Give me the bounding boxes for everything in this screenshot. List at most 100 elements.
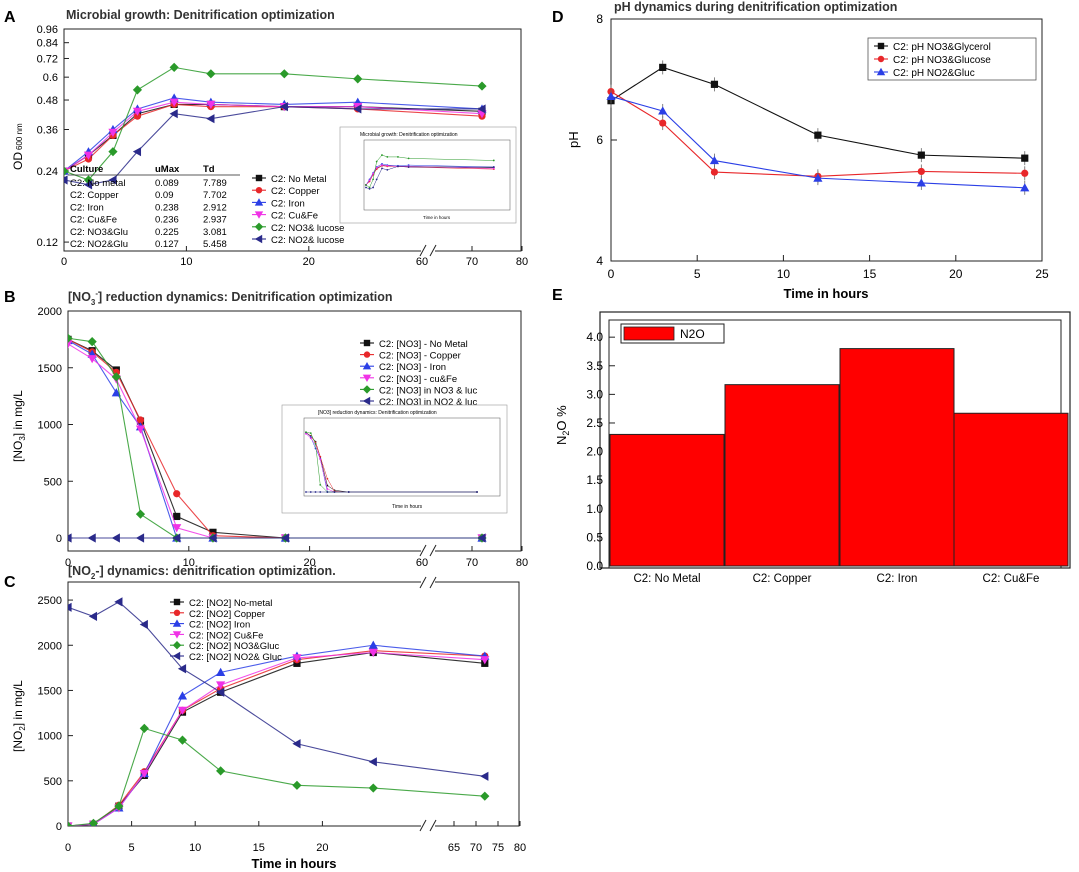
data-point xyxy=(68,340,73,349)
panel-letter: C xyxy=(4,574,16,591)
y-tick-label: 3.5 xyxy=(586,359,603,373)
inset-point xyxy=(372,172,374,175)
inset-point xyxy=(305,491,307,493)
y-tick-label: 2.5 xyxy=(586,416,603,430)
legend-label: C2: [NO3] - cu&Fe xyxy=(379,374,457,385)
data-point xyxy=(814,131,822,139)
inset-point xyxy=(492,167,495,170)
x-tick-label: 5 xyxy=(694,267,701,281)
x-tick-label: 10 xyxy=(180,256,192,268)
data-point xyxy=(353,74,363,84)
y-tick-label: 0.36 xyxy=(37,125,58,137)
legend: C2: pH NO3&Glycerol C2: pH NO3&Glucose C2:… xyxy=(867,37,1037,81)
data-point xyxy=(480,656,490,665)
inset-point xyxy=(372,186,374,189)
inset-point xyxy=(492,166,495,168)
y-axis-label: [NO3] in mg/L xyxy=(11,390,27,462)
data-point xyxy=(368,648,378,658)
data-point xyxy=(709,155,720,165)
inset-point xyxy=(397,165,399,168)
data-point xyxy=(169,98,179,107)
table-header: Td xyxy=(203,164,215,175)
data-point xyxy=(710,80,719,88)
y-tick-label: 0.24 xyxy=(37,166,58,178)
x-tick-label: 70 xyxy=(470,842,482,854)
x-tick-label: 0 xyxy=(65,557,71,569)
legend-label: C2: [NO2] No-metal xyxy=(189,598,272,609)
data-point xyxy=(917,151,925,159)
inset-point xyxy=(375,178,378,181)
data-point xyxy=(606,91,616,101)
data-point xyxy=(216,766,226,776)
y-tick-label: 0 xyxy=(56,533,62,545)
legend-label: C2: [NO2] Iron xyxy=(189,620,250,631)
y-tick-label: 2000 xyxy=(38,306,62,318)
legend-label: C2: [NO2] NO3&Gluc xyxy=(189,641,280,652)
data-point xyxy=(68,333,73,343)
axes: 4 6 8 0 5 10 15 20 25 xyxy=(596,12,1049,281)
y-tick-label: 4.0 xyxy=(586,330,603,344)
x-tick-label: 80 xyxy=(516,256,528,268)
legend: N2O xyxy=(620,323,725,344)
legend-label: C2: NO2& lucose xyxy=(271,235,344,246)
data-point xyxy=(68,821,73,826)
inset-point xyxy=(309,491,312,493)
inset-point xyxy=(319,483,322,486)
panel-letter: A xyxy=(4,9,16,26)
data-point xyxy=(108,147,118,157)
inset-point xyxy=(333,491,336,493)
data-point xyxy=(363,351,371,358)
y-tick-label: 0 xyxy=(56,821,62,833)
bars-layer: C2: No Metal C2: Copper C2: Iron C2: Cu&Fe xyxy=(609,348,1069,585)
data-point xyxy=(710,168,719,176)
table-cell: 7.789 xyxy=(203,178,227,189)
table-cell: 0.089 xyxy=(155,178,179,189)
x-tick-label: 15 xyxy=(863,267,877,281)
series-line xyxy=(68,651,485,826)
axes: 0 500 1000 1500 2000 2500 0 5 10 15 20 65 70 75 80 xyxy=(38,595,527,854)
legend-label: C2: pH NO2&Gluc xyxy=(893,68,975,79)
x-tick-label: 10 xyxy=(183,557,195,569)
inset-point xyxy=(326,477,329,480)
x-tick-label: 80 xyxy=(514,842,526,854)
panel-c: C [NO2-] dynamics: denitrification optim… xyxy=(4,564,526,871)
data-point xyxy=(135,509,146,519)
inset-point xyxy=(326,488,329,490)
x-tick-label: 65 xyxy=(448,842,460,854)
legend-label: C2: [NO2] NO2& Gluc xyxy=(189,652,282,663)
legend-label: C2: [NO3] in NO2 & luc xyxy=(379,397,477,408)
inset-title: Microbial growth: Denitrification optimi… xyxy=(360,132,458,138)
inset-point xyxy=(368,187,371,190)
y-tick-label: 1.0 xyxy=(586,502,603,516)
table-header: uMax xyxy=(155,164,180,175)
data-point xyxy=(659,119,667,127)
table-cell: 3.081 xyxy=(203,227,227,238)
legend-swatch xyxy=(623,326,675,341)
legend-label: N2O xyxy=(680,327,705,341)
table-cell: C2: No metal xyxy=(70,178,125,189)
data-point xyxy=(108,128,118,137)
x-tick-label: 60 xyxy=(416,256,428,268)
bar xyxy=(953,412,1069,567)
table-cell: 0.225 xyxy=(155,227,179,238)
data-point xyxy=(172,619,182,627)
x-tick-label: 20 xyxy=(303,256,315,268)
inset-point xyxy=(407,157,410,160)
panel-b: B [NO3-] reduction dynamics: Denitrifica… xyxy=(4,289,528,569)
panel-letter: B xyxy=(4,289,16,306)
x-tick-label: 5 xyxy=(129,842,135,854)
y-axis-label: [NO2] in mg/L xyxy=(11,680,27,752)
data-point xyxy=(293,659,301,667)
y-axis-label: OD600 nm xyxy=(11,123,25,170)
x-tick-label: 20 xyxy=(303,557,315,569)
chart-title: [NO3-] reduction dynamics: Denitrificati… xyxy=(68,289,393,307)
series-line xyxy=(68,644,485,826)
legend-label: C2: NO3& lucose xyxy=(271,223,344,234)
data-point xyxy=(477,533,486,543)
data-point xyxy=(280,533,290,543)
x-tick-label: C2: Iron xyxy=(877,573,918,585)
inset-point xyxy=(309,436,312,438)
